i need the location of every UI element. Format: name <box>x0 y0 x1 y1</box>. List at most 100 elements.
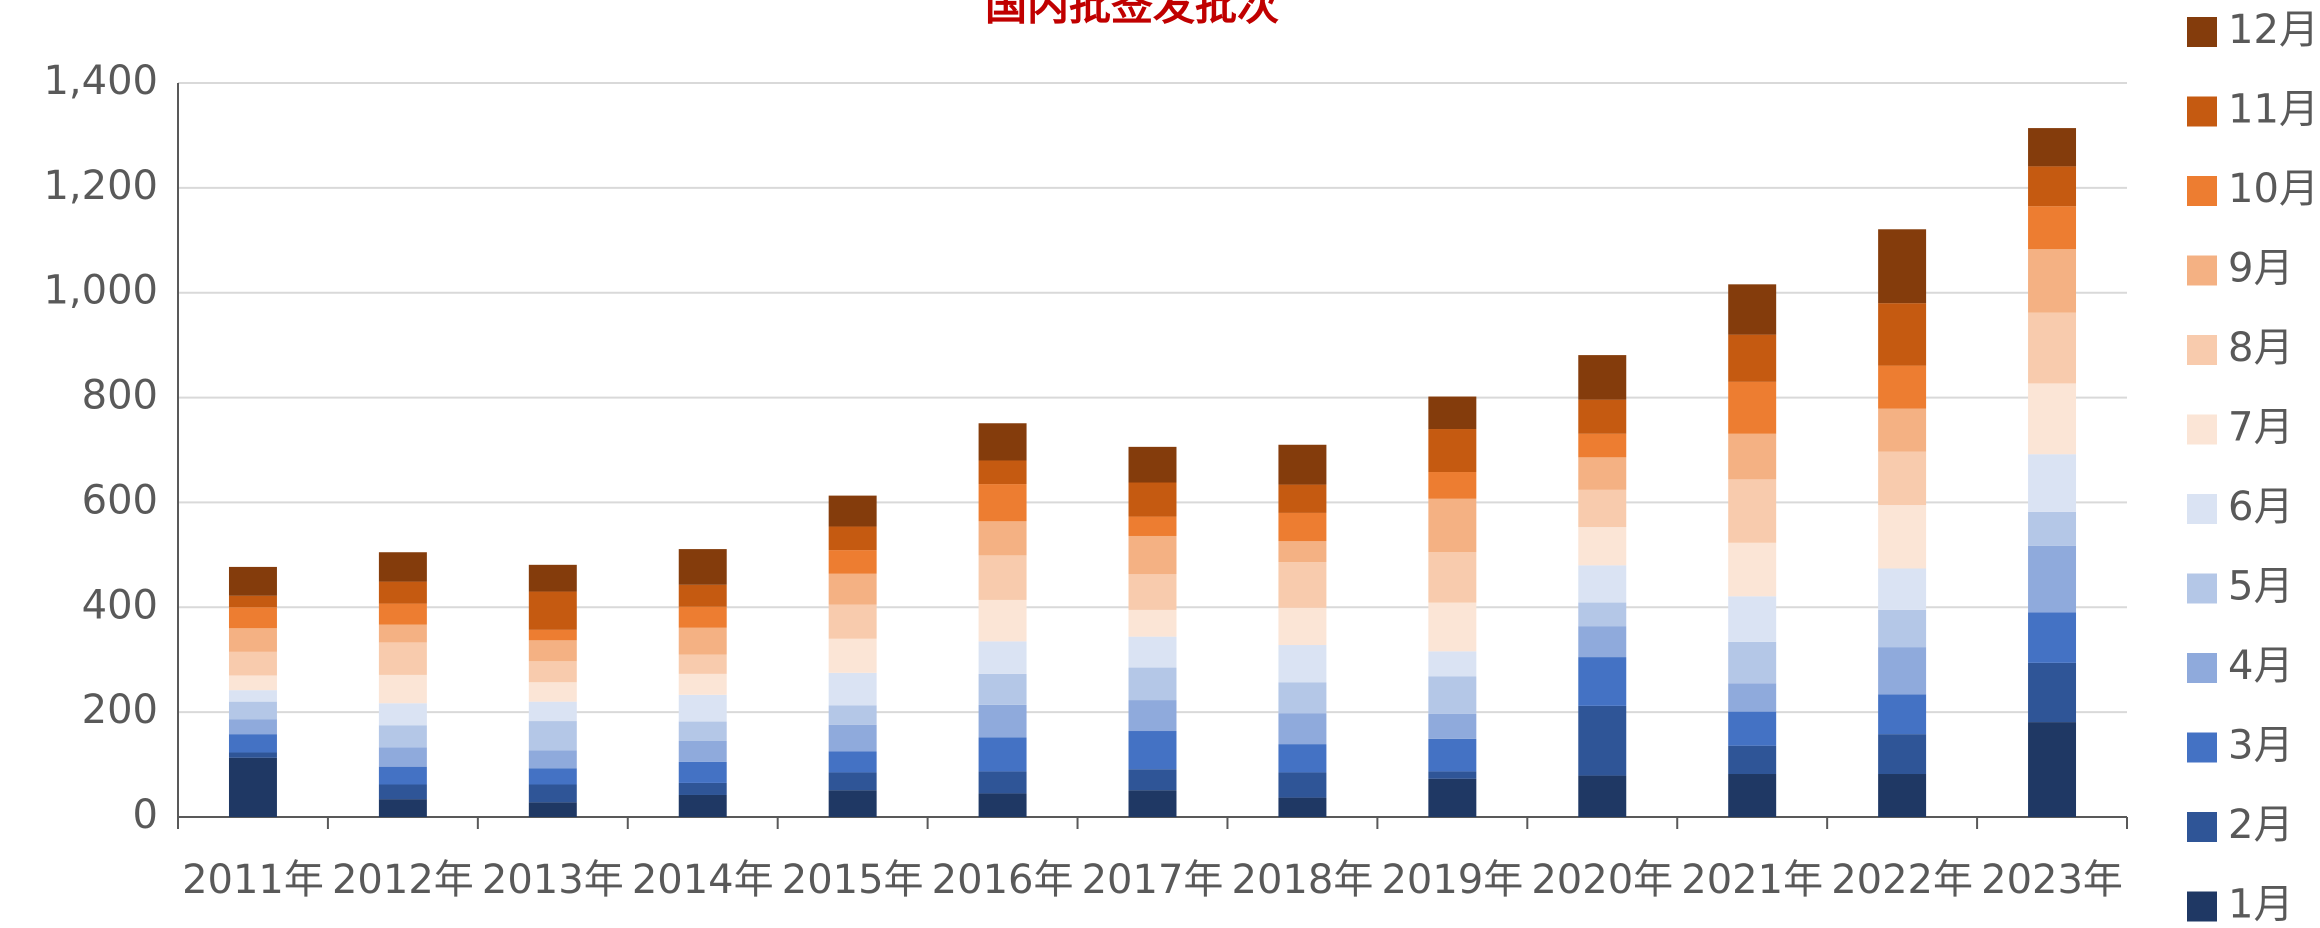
chart-title: 国内批签发批次 <box>985 0 1279 30</box>
bar-segment <box>978 737 1027 772</box>
x-tick-label: 2021年 <box>1681 857 1823 903</box>
legend-swatch <box>2187 812 2217 842</box>
x-tick-label: 2014年 <box>632 857 774 903</box>
bar-segment <box>228 734 277 753</box>
bar-segment <box>528 784 577 803</box>
bar-segment <box>1728 433 1777 480</box>
bar-segment <box>1278 797 1327 817</box>
bar-segment <box>2028 312 2077 384</box>
bar-segment <box>1728 683 1777 712</box>
bar-segment <box>1278 607 1327 646</box>
x-tick-label: 2012年 <box>332 857 474 903</box>
y-tick-label: 1,200 <box>43 163 158 209</box>
bar-segment <box>378 703 427 726</box>
bar-segment <box>1578 433 1627 458</box>
bar-segment <box>1578 565 1627 603</box>
bar-segment <box>1728 711 1777 746</box>
bar-segment <box>1428 498 1477 553</box>
bar-segment <box>1878 451 1927 506</box>
bar-segment <box>2028 166 2077 207</box>
bar-segment <box>2028 545 2077 613</box>
legend-swatch <box>2187 891 2217 922</box>
bar-segment <box>1278 772 1327 798</box>
bar-segment <box>1428 429 1477 473</box>
x-tick-label: 2017年 <box>1082 857 1224 903</box>
bar-segment <box>678 721 727 741</box>
y-tick-label: 0 <box>133 792 158 838</box>
y-tick-label: 200 <box>82 687 158 733</box>
bar-segment <box>1128 636 1177 668</box>
bar-segment <box>1278 444 1327 485</box>
bar-segment <box>228 607 277 629</box>
legend-swatch <box>2187 653 2217 683</box>
y-tick-label: 1,400 <box>43 58 158 104</box>
legend-label: 2月 <box>2228 802 2293 848</box>
bar-segment <box>378 552 427 582</box>
bar-segment <box>1878 229 1927 304</box>
x-tick-label: 2018年 <box>1232 857 1374 903</box>
bar-segment <box>1278 713 1327 745</box>
bar-segment <box>2028 128 2077 167</box>
bar-segment <box>1128 700 1177 732</box>
bar-segment <box>228 701 277 720</box>
bar-segment <box>1728 774 1777 817</box>
bar-segment <box>678 740 727 762</box>
bar-segment <box>1728 641 1777 684</box>
bar-segment <box>528 629 577 641</box>
x-tick-label: 2016年 <box>932 857 1074 903</box>
bar-segment <box>678 549 727 585</box>
bar-segment <box>1728 381 1777 434</box>
bar-segment <box>228 651 277 676</box>
bar-segment <box>528 750 577 769</box>
x-tick-label: 2011年 <box>182 857 324 903</box>
bar-segment <box>2028 722 2077 817</box>
bar-segment <box>978 599 1027 642</box>
bar-segment <box>1428 771 1477 779</box>
legend-swatch <box>2187 335 2217 365</box>
x-tick-label: 2020年 <box>1531 857 1673 903</box>
bar-segment <box>378 799 427 817</box>
bar-segment <box>828 772 877 791</box>
bar-segment <box>1278 645 1327 683</box>
bar-segment <box>828 604 877 639</box>
bar-segment <box>1278 484 1327 513</box>
legend-swatch <box>2187 255 2217 286</box>
bar-segment <box>228 566 277 596</box>
bar-segment <box>528 564 577 592</box>
bar-segment <box>1128 609 1177 637</box>
bar-segment <box>978 460 1027 485</box>
bar-segment <box>828 526 877 551</box>
bar-segment <box>228 690 277 702</box>
bar-segment <box>378 642 427 675</box>
bar-segment <box>378 603 427 625</box>
bar-segment <box>828 638 877 673</box>
bar-segment <box>978 793 1027 817</box>
bar-segment <box>1728 334 1777 382</box>
bar-segment <box>1428 676 1477 714</box>
bar-segment <box>828 573 877 605</box>
bar-segment <box>1278 541 1327 563</box>
bar-segment <box>1128 667 1177 701</box>
bar-segment <box>678 606 727 628</box>
bar-segment <box>1728 745 1777 775</box>
bar-segment <box>1278 744 1327 773</box>
bar-segment <box>1878 609 1927 648</box>
bar-segment <box>1728 284 1777 335</box>
bar-segment <box>378 674 427 704</box>
bar-segment <box>1878 694 1927 735</box>
y-tick-label: 400 <box>82 582 158 628</box>
bar-segment <box>528 640 577 662</box>
bar-segment <box>978 641 1027 674</box>
legend-label: 9月 <box>2228 246 2293 292</box>
bar-segment <box>228 752 277 758</box>
x-tick-label: 2015年 <box>782 857 924 903</box>
bar-segment <box>1578 626 1627 658</box>
bar-segment <box>528 591 577 630</box>
bar-segment <box>228 757 277 817</box>
legend-label: 6月 <box>2228 484 2293 530</box>
bar-segment <box>1128 790 1177 817</box>
bar-segment <box>1128 516 1177 536</box>
bar-segment <box>978 423 1027 461</box>
bar-segment <box>1728 542 1777 597</box>
bar-segment <box>1128 731 1177 770</box>
